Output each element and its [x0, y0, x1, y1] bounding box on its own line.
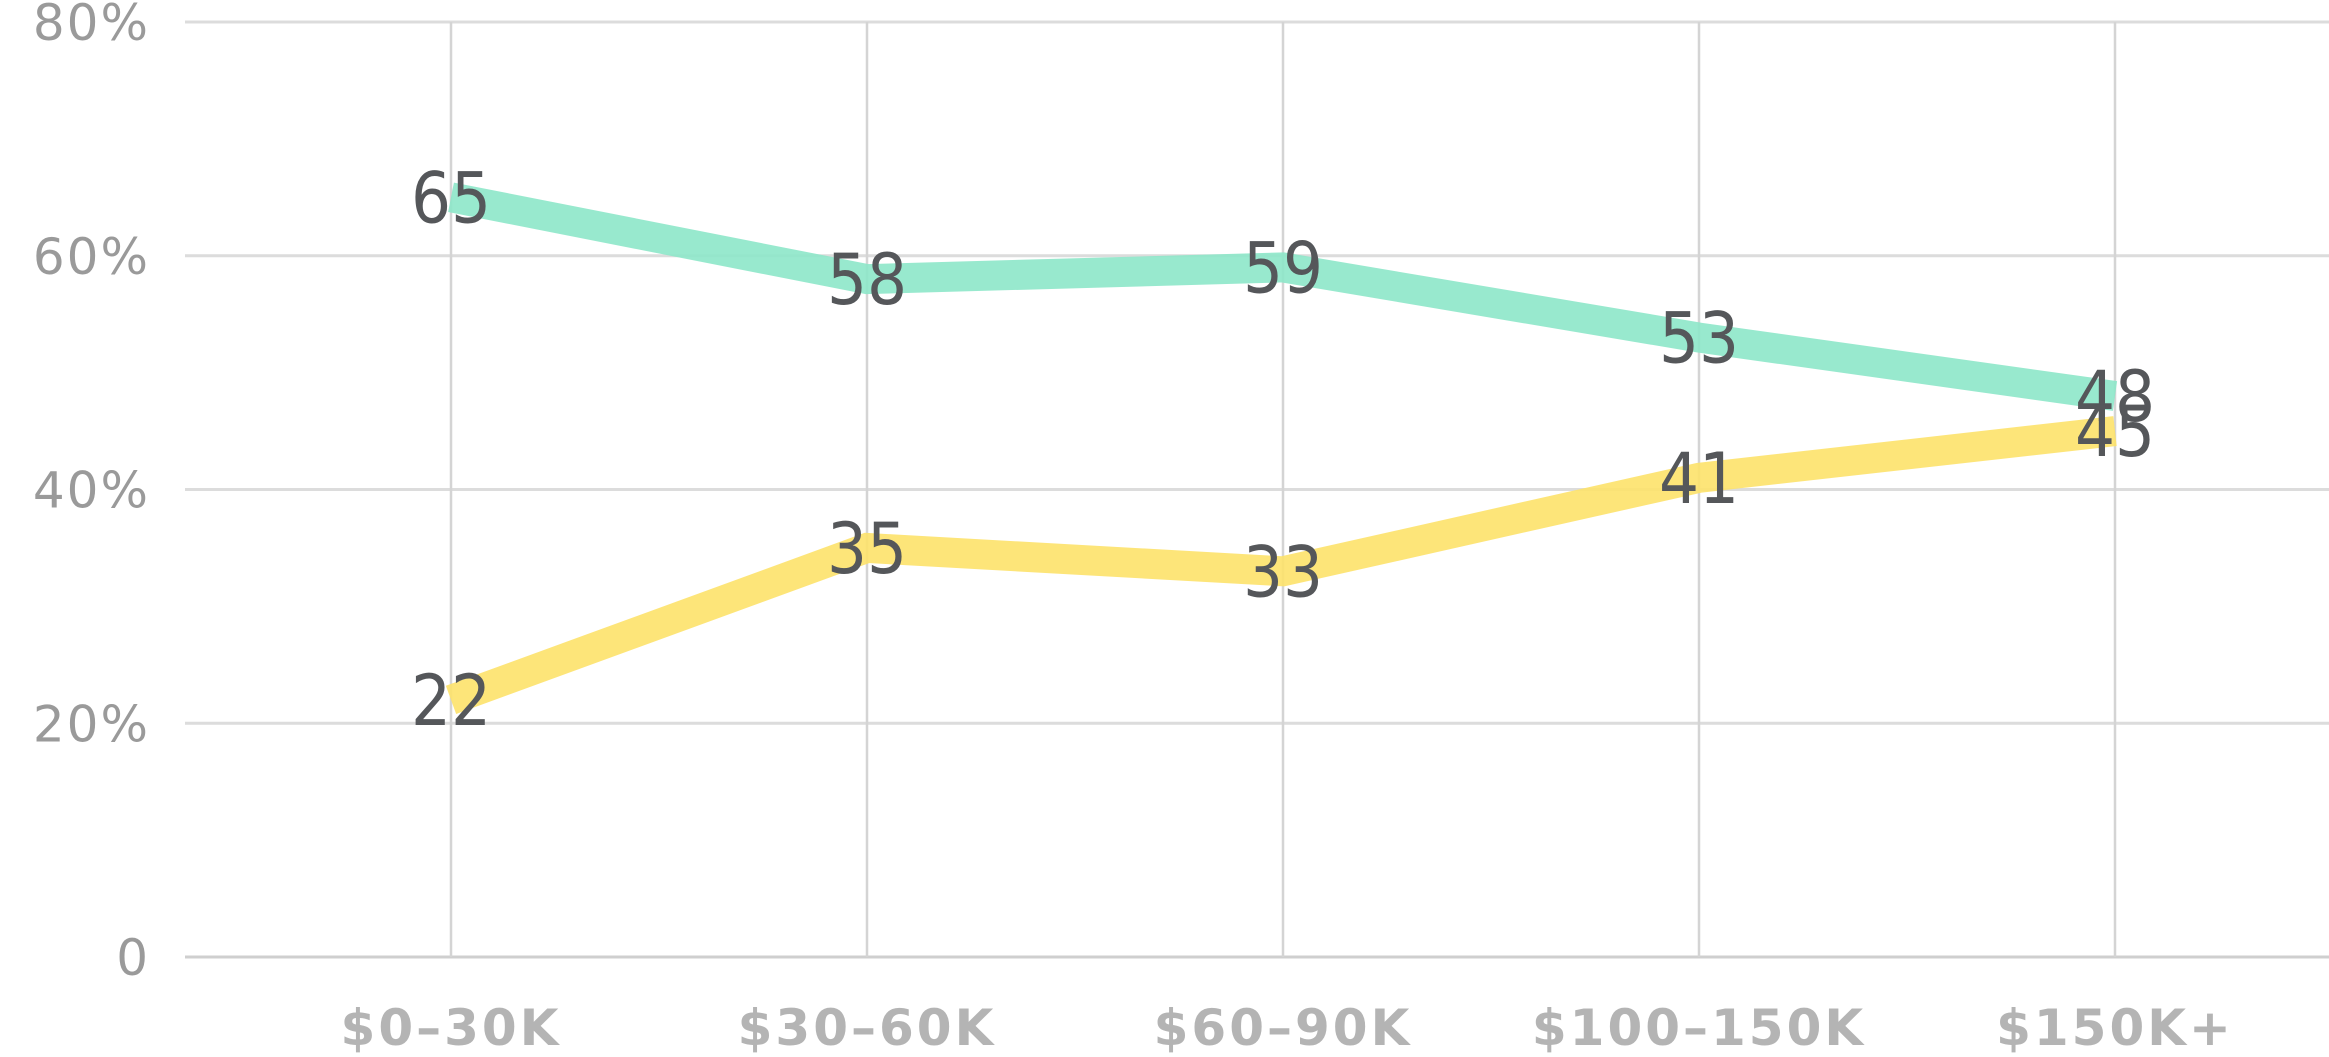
data-label: 59 [1243, 227, 1323, 309]
y-tick-label: 0 [116, 929, 150, 987]
data-label: 22 [411, 660, 491, 742]
data-label: 35 [827, 508, 907, 590]
horizontal-gridlines [185, 20, 2329, 959]
x-axis-tick-labels: $0–30K $30–60K $60–90K $100–150K $150K+ [341, 999, 2234, 1057]
data-labels: 65 58 59 53 48 22 35 33 41 45 [411, 157, 2155, 742]
series-lines [445, 182, 2118, 714]
data-label: 53 [1659, 298, 1739, 380]
data-label: 58 [827, 239, 907, 321]
data-label: 65 [411, 157, 491, 239]
x-tick-label: $100–150K [1532, 999, 1866, 1057]
data-label: 45 [2075, 391, 2155, 473]
x-tick-label: $60–90K [1154, 999, 1413, 1057]
y-tick-label: 40% [33, 462, 150, 520]
y-tick-label: 60% [33, 228, 150, 286]
data-label: 33 [1243, 531, 1323, 613]
x-tick-label: $0–30K [341, 999, 562, 1057]
x-tick-label: $150K+ [1996, 999, 2234, 1057]
y-axis-tick-labels: 0 20% 40% 60% 80% [33, 0, 150, 987]
series-line-1 [448, 182, 2118, 411]
y-tick-label: 80% [33, 0, 150, 52]
series-line-2 [445, 416, 2117, 714]
data-label: 41 [1659, 438, 1739, 520]
data-label: 48 [2075, 356, 2155, 438]
y-tick-label: 20% [33, 695, 150, 753]
x-tick-label: $30–60K [738, 999, 997, 1057]
